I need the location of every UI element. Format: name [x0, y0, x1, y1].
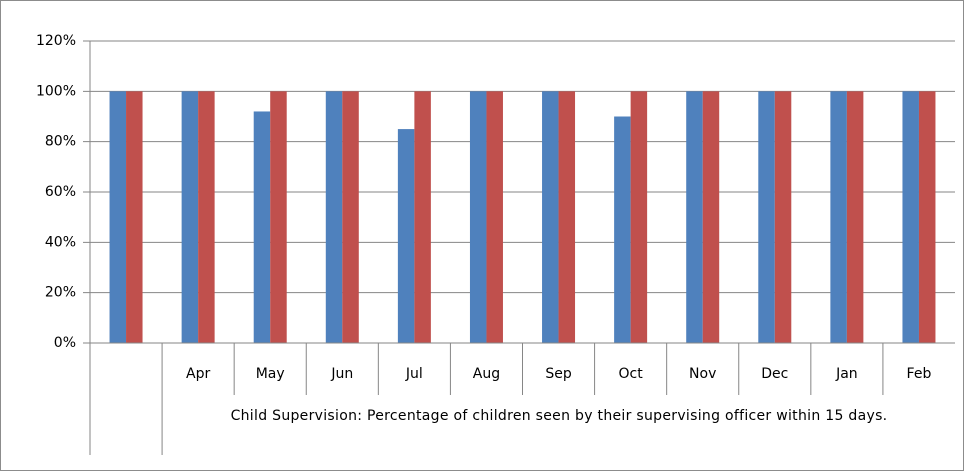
x-tick-label: Oct [619, 366, 644, 382]
y-tick-label: 20% [45, 285, 76, 301]
bar [486, 91, 503, 343]
y-tick-label: 120% [36, 33, 76, 49]
group-label: Child Supervision: Percentage of childre… [230, 408, 888, 424]
bar [253, 111, 271, 343]
bar [758, 91, 775, 343]
bar [774, 91, 792, 343]
bar [397, 129, 415, 343]
y-tick-label: 100% [36, 83, 76, 99]
bar [918, 91, 936, 343]
y-tick-label: 40% [45, 234, 76, 250]
x-tick-label: Dec [761, 366, 788, 382]
x-tick-label: Jun [330, 366, 353, 382]
y-tick-label: 80% [45, 134, 76, 150]
bar [325, 91, 343, 343]
y-tick-label: 60% [45, 184, 76, 200]
bar [614, 116, 631, 343]
bar [181, 91, 199, 343]
bar [198, 91, 215, 343]
bar [126, 91, 143, 343]
bar [630, 91, 648, 343]
x-tick-label: Jan [835, 366, 858, 382]
x-tick-label: Sep [545, 366, 572, 382]
bar [702, 91, 720, 343]
bar [830, 91, 847, 343]
y-tick-label: 0% [54, 335, 76, 351]
bar [342, 91, 359, 343]
x-tick-label: Jul [405, 366, 423, 382]
bar [686, 91, 703, 343]
bar [558, 91, 576, 343]
x-tick-label: Feb [907, 366, 932, 382]
x-tick-label: May [256, 366, 285, 382]
bar [902, 91, 919, 343]
x-tick-label: Apr [186, 366, 210, 382]
bar [469, 91, 487, 343]
x-tick-label: Nov [689, 366, 716, 382]
bar [109, 91, 127, 343]
x-tick-label: Aug [473, 366, 500, 382]
bar [846, 91, 864, 343]
bar [542, 91, 559, 343]
bar [270, 91, 287, 343]
bar [414, 91, 431, 343]
